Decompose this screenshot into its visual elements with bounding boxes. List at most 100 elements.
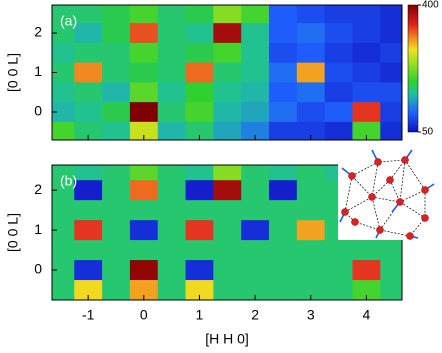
heat-cell — [296, 62, 326, 83]
heat-cell — [241, 121, 270, 140]
heat-cell — [269, 180, 298, 201]
heat-cell — [102, 121, 131, 140]
heat-cell — [213, 260, 242, 281]
heat-cell — [74, 23, 103, 44]
heat-cell — [296, 165, 326, 181]
heat-cell — [102, 260, 131, 281]
heat-cell — [185, 82, 214, 103]
y-tick-label: 0 — [34, 261, 42, 277]
x-axis-label: [H H 0] — [205, 331, 249, 347]
heat-cell — [185, 220, 214, 241]
heat-cell — [380, 5, 402, 24]
heat-cell — [102, 62, 131, 83]
heatmap — [52, 165, 402, 300]
heat-cell — [157, 121, 187, 140]
heat-cell — [74, 280, 103, 300]
heat-cell — [269, 62, 298, 83]
heat-cell — [296, 240, 326, 261]
x-tick-label: 4 — [362, 307, 370, 323]
heat-cell — [241, 220, 270, 241]
heat-cell — [52, 62, 75, 83]
heat-cell — [213, 102, 242, 123]
heat-cell — [102, 280, 131, 300]
heat-cell — [157, 260, 187, 281]
heat-cell — [324, 5, 353, 24]
heat-cell — [157, 102, 187, 123]
heat-cell — [52, 260, 75, 281]
heat-cell — [269, 121, 298, 140]
heat-cell — [324, 82, 353, 103]
heat-cell — [324, 280, 353, 300]
heat-cell — [269, 102, 298, 123]
heat-cell — [213, 180, 242, 201]
x-tick-label: 0 — [140, 307, 148, 323]
heat-cell — [241, 200, 270, 221]
heat-cell — [380, 102, 402, 123]
heat-cell — [241, 280, 270, 300]
heat-cell — [241, 23, 270, 44]
heat-cell — [52, 5, 75, 24]
y-tick-label: 0 — [34, 103, 42, 119]
heat-cell — [269, 240, 298, 261]
heat-cell — [129, 280, 159, 300]
heat-cell — [74, 165, 103, 181]
heat-cell — [74, 62, 103, 83]
heat-cell — [185, 165, 214, 181]
heat-cell — [296, 280, 326, 300]
heat-cell — [213, 240, 242, 261]
heat-cell — [352, 280, 381, 300]
heat-cell — [129, 121, 159, 140]
heat-cell — [157, 42, 187, 64]
heat-cell — [52, 23, 75, 44]
heat-cell — [213, 23, 242, 44]
heat-cell — [129, 260, 159, 281]
heat-cell — [380, 62, 402, 83]
heat-cell — [296, 180, 326, 201]
heat-cell — [380, 121, 402, 140]
heat-cell — [74, 240, 103, 261]
heat-cell — [241, 165, 270, 181]
heat-cell — [157, 220, 187, 241]
heat-cell — [74, 121, 103, 140]
heat-cell — [102, 200, 131, 221]
heat-cell — [352, 62, 381, 83]
x-tick-label: 2 — [251, 307, 259, 323]
heat-cell — [380, 260, 402, 281]
heat-cell — [129, 5, 159, 24]
heat-cell — [102, 82, 131, 103]
heat-cell — [296, 102, 326, 123]
heat-cell — [352, 102, 381, 123]
heat-cell — [102, 42, 131, 64]
heat-cell — [241, 42, 270, 64]
colorbar — [407, 4, 419, 133]
heat-cell — [74, 102, 103, 123]
heat-cell — [269, 23, 298, 44]
heat-cell — [74, 180, 103, 201]
heat-cell — [241, 5, 270, 24]
heat-cell — [213, 280, 242, 300]
heat-cell — [213, 82, 242, 103]
heat-cell — [129, 220, 159, 241]
heat-cell — [185, 102, 214, 123]
heat-cell — [241, 240, 270, 261]
heat-cell — [185, 240, 214, 261]
heat-cell — [380, 82, 402, 103]
heat-cell — [324, 62, 353, 83]
heat-cell — [52, 200, 75, 221]
heat-cell — [296, 5, 326, 24]
heat-cell — [269, 5, 298, 24]
heat-cell — [324, 121, 353, 140]
heat-cell — [102, 102, 131, 123]
heat-cell — [296, 200, 326, 221]
heat-cell — [269, 165, 298, 181]
heat-cell — [129, 23, 159, 44]
y-tick-label: 2 — [34, 181, 42, 197]
heat-cell — [269, 82, 298, 103]
heat-cell — [296, 23, 326, 44]
heat-cell — [269, 260, 298, 281]
x-tick-label: 3 — [307, 307, 315, 323]
heat-cell — [185, 260, 214, 281]
heat-cell — [380, 240, 402, 261]
heat-cell — [102, 220, 131, 241]
heat-cell — [74, 82, 103, 103]
